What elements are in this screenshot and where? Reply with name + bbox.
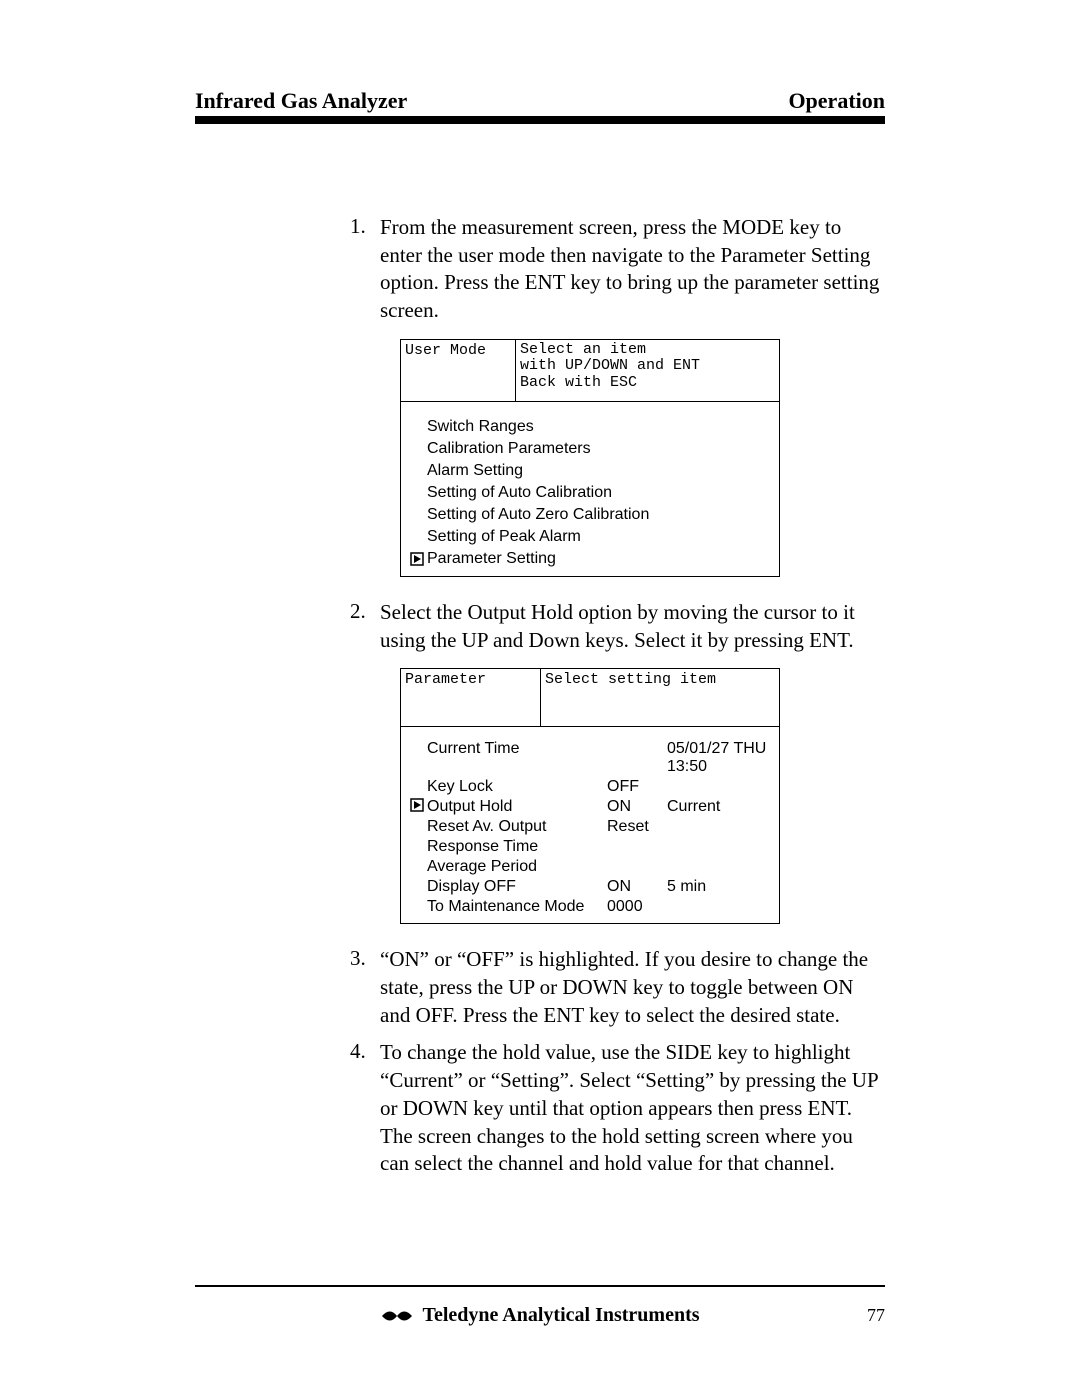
header-right: Operation bbox=[788, 88, 885, 114]
footer-rule bbox=[195, 1285, 885, 1287]
param-value-2: 5 min bbox=[667, 878, 771, 896]
param-value-1 bbox=[607, 838, 667, 856]
param-label: Output Hold bbox=[427, 798, 607, 816]
page-number: 77 bbox=[867, 1305, 885, 1326]
param-row: Current Time 05/01/27 THU 13:50 bbox=[407, 739, 771, 777]
param-row: Reset Av. OutputReset bbox=[407, 817, 771, 837]
menu-item: Switch Ranges bbox=[407, 416, 773, 438]
menu-item: Alarm Setting bbox=[407, 460, 773, 482]
screen-parameter: Parameter Select setting item Current Ti… bbox=[400, 668, 780, 924]
screen-user-mode: User Mode Select an item with UP/DOWN an… bbox=[400, 339, 780, 577]
param-value-2 bbox=[667, 858, 771, 876]
cursor-icon bbox=[407, 878, 427, 896]
param-label: Average Period bbox=[427, 858, 607, 876]
menu-item-label: Calibration Parameters bbox=[427, 440, 591, 458]
footer-brand-text: Teledyne Analytical Instruments bbox=[422, 1304, 699, 1327]
param-row: Response Time bbox=[407, 837, 771, 857]
param-label: To Maintenance Mode bbox=[427, 898, 607, 916]
screen1-menu: Switch Ranges Calibration Parameters Alarm… bbox=[401, 402, 779, 576]
cursor-icon bbox=[407, 818, 427, 836]
step-4-num: 4. bbox=[350, 1039, 380, 1178]
param-value-1 bbox=[607, 740, 667, 776]
menu-item: Calibration Parameters bbox=[407, 438, 773, 460]
param-label: Current Time bbox=[427, 740, 607, 776]
teledyne-logo-icon bbox=[380, 1307, 414, 1325]
param-label: Key Lock bbox=[427, 778, 607, 796]
footer-brand: Teledyne Analytical Instruments bbox=[380, 1304, 699, 1327]
screen2-title: Parameter bbox=[401, 669, 541, 727]
param-row: Average Period bbox=[407, 857, 771, 877]
step-4: 4. To change the hold value, use the SID… bbox=[350, 1039, 885, 1178]
step-3-text: “ON” or “OFF” is highlighted. If you des… bbox=[380, 946, 885, 1029]
cursor-icon bbox=[407, 858, 427, 876]
param-value-1: ON bbox=[607, 878, 667, 896]
header-left: Infrared Gas Analyzer bbox=[195, 88, 407, 114]
cursor-icon bbox=[407, 898, 427, 916]
param-value-1: Reset bbox=[607, 818, 667, 836]
param-value-2: 05/01/27 THU 13:50 bbox=[667, 740, 771, 776]
menu-item-label: Parameter Setting bbox=[427, 550, 556, 568]
menu-item: Parameter Setting bbox=[407, 548, 773, 570]
menu-item-label: Setting of Peak Alarm bbox=[427, 528, 581, 546]
param-value-2 bbox=[667, 778, 771, 796]
param-label: Reset Av. Output bbox=[427, 818, 607, 836]
step-2-text: Select the Output Hold option by moving … bbox=[380, 599, 885, 654]
screen2-hint: Select setting item bbox=[541, 669, 779, 727]
step-2-num: 2. bbox=[350, 599, 380, 654]
param-value-2 bbox=[667, 838, 771, 856]
cursor-icon bbox=[407, 778, 427, 796]
param-value-2: Current bbox=[667, 798, 771, 816]
param-value-1: 0000 bbox=[607, 898, 667, 916]
step-3-num: 3. bbox=[350, 946, 380, 1029]
menu-item: Setting of Auto Zero Calibration bbox=[407, 504, 773, 526]
cursor-icon bbox=[407, 552, 427, 566]
param-value-1 bbox=[607, 858, 667, 876]
menu-item: Setting of Auto Calibration bbox=[407, 482, 773, 504]
content-area: 1. From the measurement screen, press th… bbox=[195, 214, 885, 1178]
page-header: Infrared Gas Analyzer Operation bbox=[195, 88, 885, 124]
step-1-text: From the measurement screen, press the M… bbox=[380, 214, 885, 325]
step-1-num: 1. bbox=[350, 214, 380, 325]
menu-item: Setting of Peak Alarm bbox=[407, 526, 773, 548]
param-value-1: ON bbox=[607, 798, 667, 816]
screen2-list: Current Time05/01/27 THU 13:50Key LockOF… bbox=[401, 727, 779, 923]
param-value-2 bbox=[667, 898, 771, 916]
param-value-1: OFF bbox=[607, 778, 667, 796]
param-value-2 bbox=[667, 818, 771, 836]
cursor-icon bbox=[407, 798, 427, 816]
param-label: Display OFF bbox=[427, 878, 607, 896]
param-row: Key LockOFF bbox=[407, 777, 771, 797]
step-1: 1. From the measurement screen, press th… bbox=[350, 214, 885, 325]
step-2: 2. Select the Output Hold option by movi… bbox=[350, 599, 885, 654]
menu-item-label: Setting of Auto Zero Calibration bbox=[427, 506, 649, 524]
cursor-icon bbox=[407, 740, 427, 776]
param-row: To Maintenance Mode0000 bbox=[407, 897, 771, 917]
param-label: Response Time bbox=[427, 838, 607, 856]
param-row: Output HoldONCurrent bbox=[407, 797, 771, 817]
screen1-hint: Select an item with UP/DOWN and ENT Back… bbox=[516, 340, 779, 402]
menu-item-label: Switch Ranges bbox=[427, 418, 534, 436]
step-3: 3. “ON” or “OFF” is highlighted. If you … bbox=[350, 946, 885, 1029]
menu-item-label: Alarm Setting bbox=[427, 462, 523, 480]
screen1-title: User Mode bbox=[401, 340, 516, 402]
cursor-icon bbox=[407, 838, 427, 856]
param-row: Display OFFON5 min bbox=[407, 877, 771, 897]
footer: Teledyne Analytical Instruments 77 bbox=[195, 1304, 885, 1327]
step-4-text: To change the hold value, use the SIDE k… bbox=[380, 1039, 885, 1178]
menu-item-label: Setting of Auto Calibration bbox=[427, 484, 612, 502]
